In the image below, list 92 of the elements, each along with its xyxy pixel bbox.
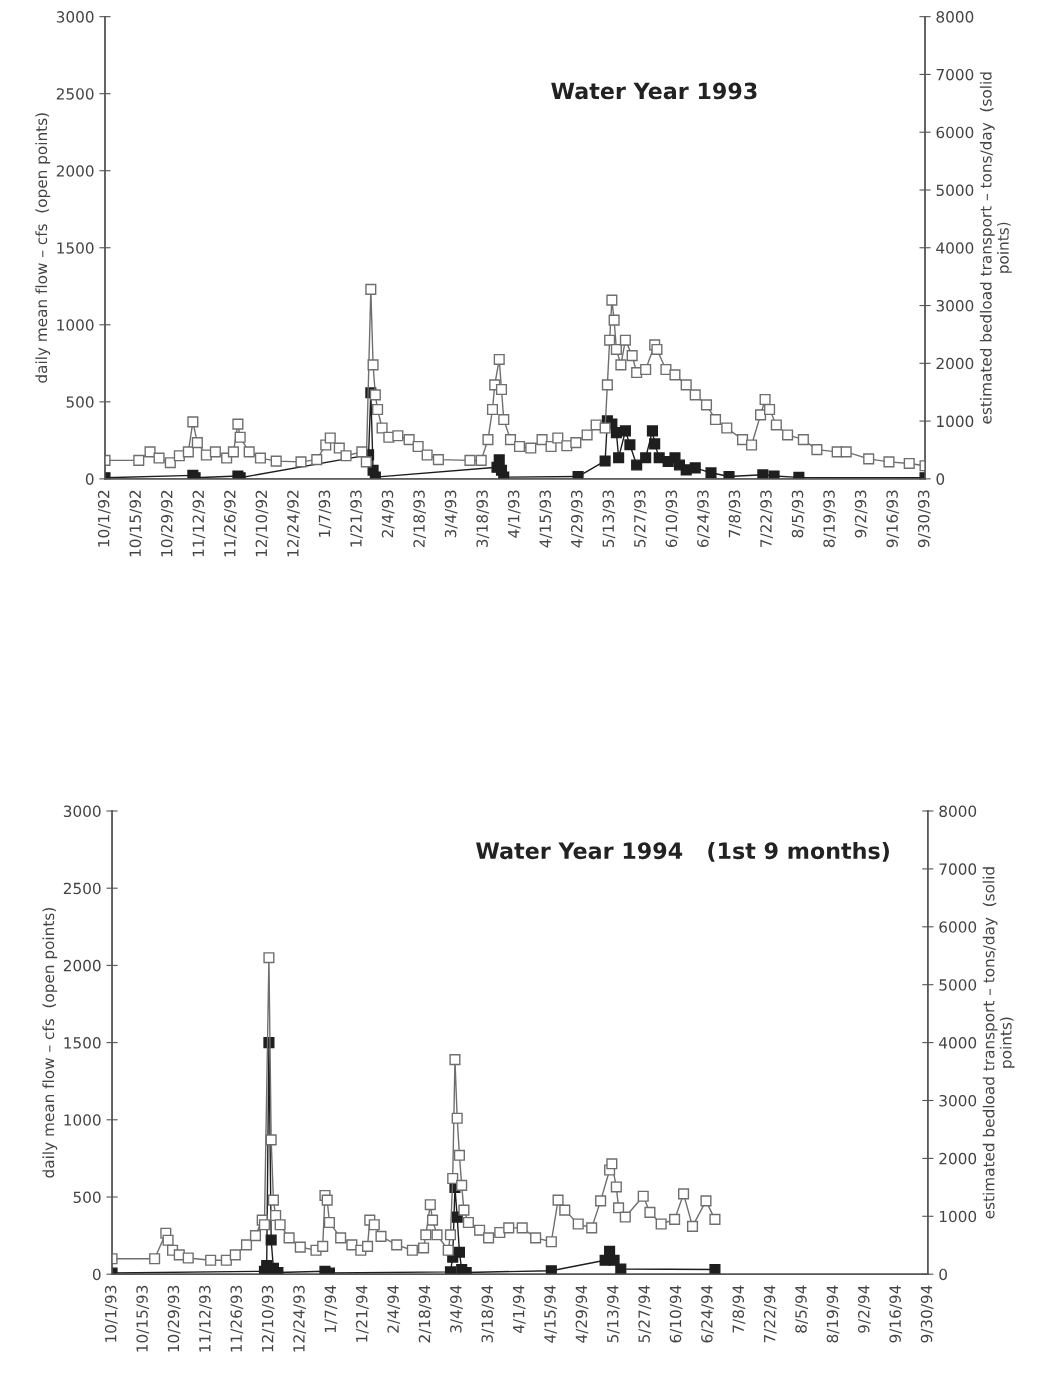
x-tick-label: 2/18/93: [413, 490, 427, 548]
x-tick-label: 9/30/94: [920, 1285, 934, 1343]
x-tick-label: 5/13/94: [606, 1285, 620, 1343]
y-tick-label: 500: [73, 1191, 101, 1204]
y2-tick-label: 8000: [936, 11, 974, 23]
y-tick-label: 1500: [64, 1037, 101, 1049]
x-tick-label: 9/30/93: [917, 490, 931, 548]
x-tick-label: 3/18/93: [476, 490, 490, 548]
y2-tick-label: 3000: [936, 300, 974, 312]
x-tick-label: 8/19/93: [823, 490, 837, 548]
y-tick-label: 1500: [57, 242, 94, 254]
y-tick-label: 1000: [64, 1114, 101, 1126]
x-tick-label: 8/5/94: [795, 1285, 808, 1333]
x-tick-label: 1/7/94: [324, 1285, 338, 1333]
x-tick-label: 9/2/94: [857, 1285, 871, 1333]
x-tick-label: 10/29/92: [160, 490, 174, 557]
y2-tick-label: 3000: [939, 1094, 977, 1107]
x-tick-label: 1/21/93: [350, 490, 363, 547]
x-tick-label: 6/10/94: [669, 1285, 683, 1343]
x-tick-label: 12/10/93: [261, 1285, 275, 1352]
x-tick-label: 11/12/93: [199, 1285, 212, 1352]
y2-tick-label: 7000: [936, 68, 974, 81]
y2-tick-label: 6000: [939, 921, 977, 933]
x-tick-label: 4/29/94: [575, 1285, 589, 1343]
y-axis-title: daily mean flow – cfs (open points): [35, 113, 51, 383]
y-tick-label: 3000: [56, 11, 94, 23]
x-tick-label: 4/29/93: [570, 490, 584, 548]
x-tick-label: 9/16/94: [889, 1285, 903, 1343]
x-tick-label: 6/24/94: [701, 1285, 714, 1343]
x-tick-label: 11/12/92: [192, 490, 206, 557]
x-tick-label: 11/26/92: [224, 490, 237, 557]
y2-tick-label: 4000: [939, 1037, 977, 1049]
x-tick-label: 4/1/93: [507, 490, 521, 538]
x-tick-label: 12/24/93: [293, 1285, 306, 1352]
x-tick-label: 3/4/93: [444, 490, 458, 538]
x-tick-label: 12/24/92: [287, 490, 300, 557]
x-tick-label: 1/7/93: [318, 490, 332, 537]
y-tick-label: 0: [85, 473, 94, 485]
y-tick-label: 500: [66, 396, 94, 408]
x-tick-label: 10/1/92: [97, 490, 111, 547]
x-tick-label: 9/16/93: [886, 490, 900, 548]
y2-axis-title: estimated bedload transport – tons/day (solid points): [982, 867, 1015, 1219]
x-tick-label: 2/4/93: [381, 490, 395, 538]
x-tick-label: 6/24/93: [697, 490, 710, 548]
y-axis-title: daily mean flow – cfs (open points): [42, 908, 58, 1178]
y2-tick-label: 4000: [936, 242, 974, 254]
y-tick-label: 2000: [63, 959, 101, 972]
x-tick-label: 5/27/93: [634, 490, 647, 547]
x-tick-label: 12/10/92: [255, 490, 269, 557]
x-tick-label: 9/2/93: [854, 490, 868, 538]
y2-tick-label: 1000: [939, 1210, 977, 1223]
x-tick-label: 7/22/93: [760, 490, 773, 547]
x-tick-label: 7/8/94: [732, 1285, 746, 1333]
y-tick-label: 2000: [56, 165, 94, 177]
x-tick-label: 5/13/93: [602, 490, 616, 547]
y2-tick-label: 2000: [939, 1152, 977, 1165]
x-tick-label: 4/1/94: [512, 1285, 526, 1334]
y-tick-label: 0: [92, 1268, 101, 1281]
x-tick-label: 10/15/92: [129, 490, 143, 557]
x-tick-label: 3/4/94: [450, 1285, 463, 1333]
x-tick-label: 2/18/94: [418, 1285, 432, 1343]
x-tick-label: 8/5/93: [791, 490, 805, 538]
x-tick-label: 8/19/94: [826, 1285, 840, 1343]
y2-tick-label: 0: [936, 473, 945, 485]
x-tick-label: 1/21/94: [355, 1285, 369, 1342]
text: Water Year 1994 (1st 9 months): [476, 841, 889, 862]
x-tick-label: 3/18/94: [481, 1285, 495, 1343]
y2-tick-label: 5000: [939, 979, 977, 991]
y-tick-label: 3000: [63, 805, 101, 818]
y2-tick-label: 8000: [939, 805, 977, 818]
x-tick-label: 7/22/94: [763, 1285, 777, 1343]
y2-tick-label: 0: [939, 1268, 947, 1281]
y2-tick-label: 2000: [936, 357, 974, 370]
y2-tick-label: 6000: [936, 126, 974, 139]
y2-tick-label: 5000: [936, 184, 974, 196]
y2-axis-title: estimated bedload transport – tons/day (solid points): [979, 72, 1012, 424]
y2-tick-label: 1000: [937, 415, 974, 428]
x-tick-label: 4/15/93: [539, 490, 553, 548]
x-tick-label: 6/10/93: [665, 490, 679, 548]
x-tick-label: 10/15/93: [136, 1285, 150, 1352]
x-tick-label: 4/15/94: [544, 1285, 557, 1343]
y-tick-label: 2500: [63, 882, 101, 895]
x-tick-label: 10/1/93: [104, 1285, 118, 1342]
x-tick-label: 11/26/93: [230, 1285, 244, 1352]
y-tick-label: 2500: [56, 88, 94, 100]
y-tick-label: 1000: [57, 319, 94, 331]
x-tick-label: 2/4/94: [387, 1285, 401, 1333]
x-tick-label: 10/29/93: [167, 1285, 181, 1352]
x-tick-label: 7/8/93: [728, 490, 742, 538]
x-tick-label: 5/27/94: [638, 1285, 652, 1343]
y2-tick-label: 7000: [939, 863, 977, 875]
text: Water Year 1993: [551, 82, 757, 100]
